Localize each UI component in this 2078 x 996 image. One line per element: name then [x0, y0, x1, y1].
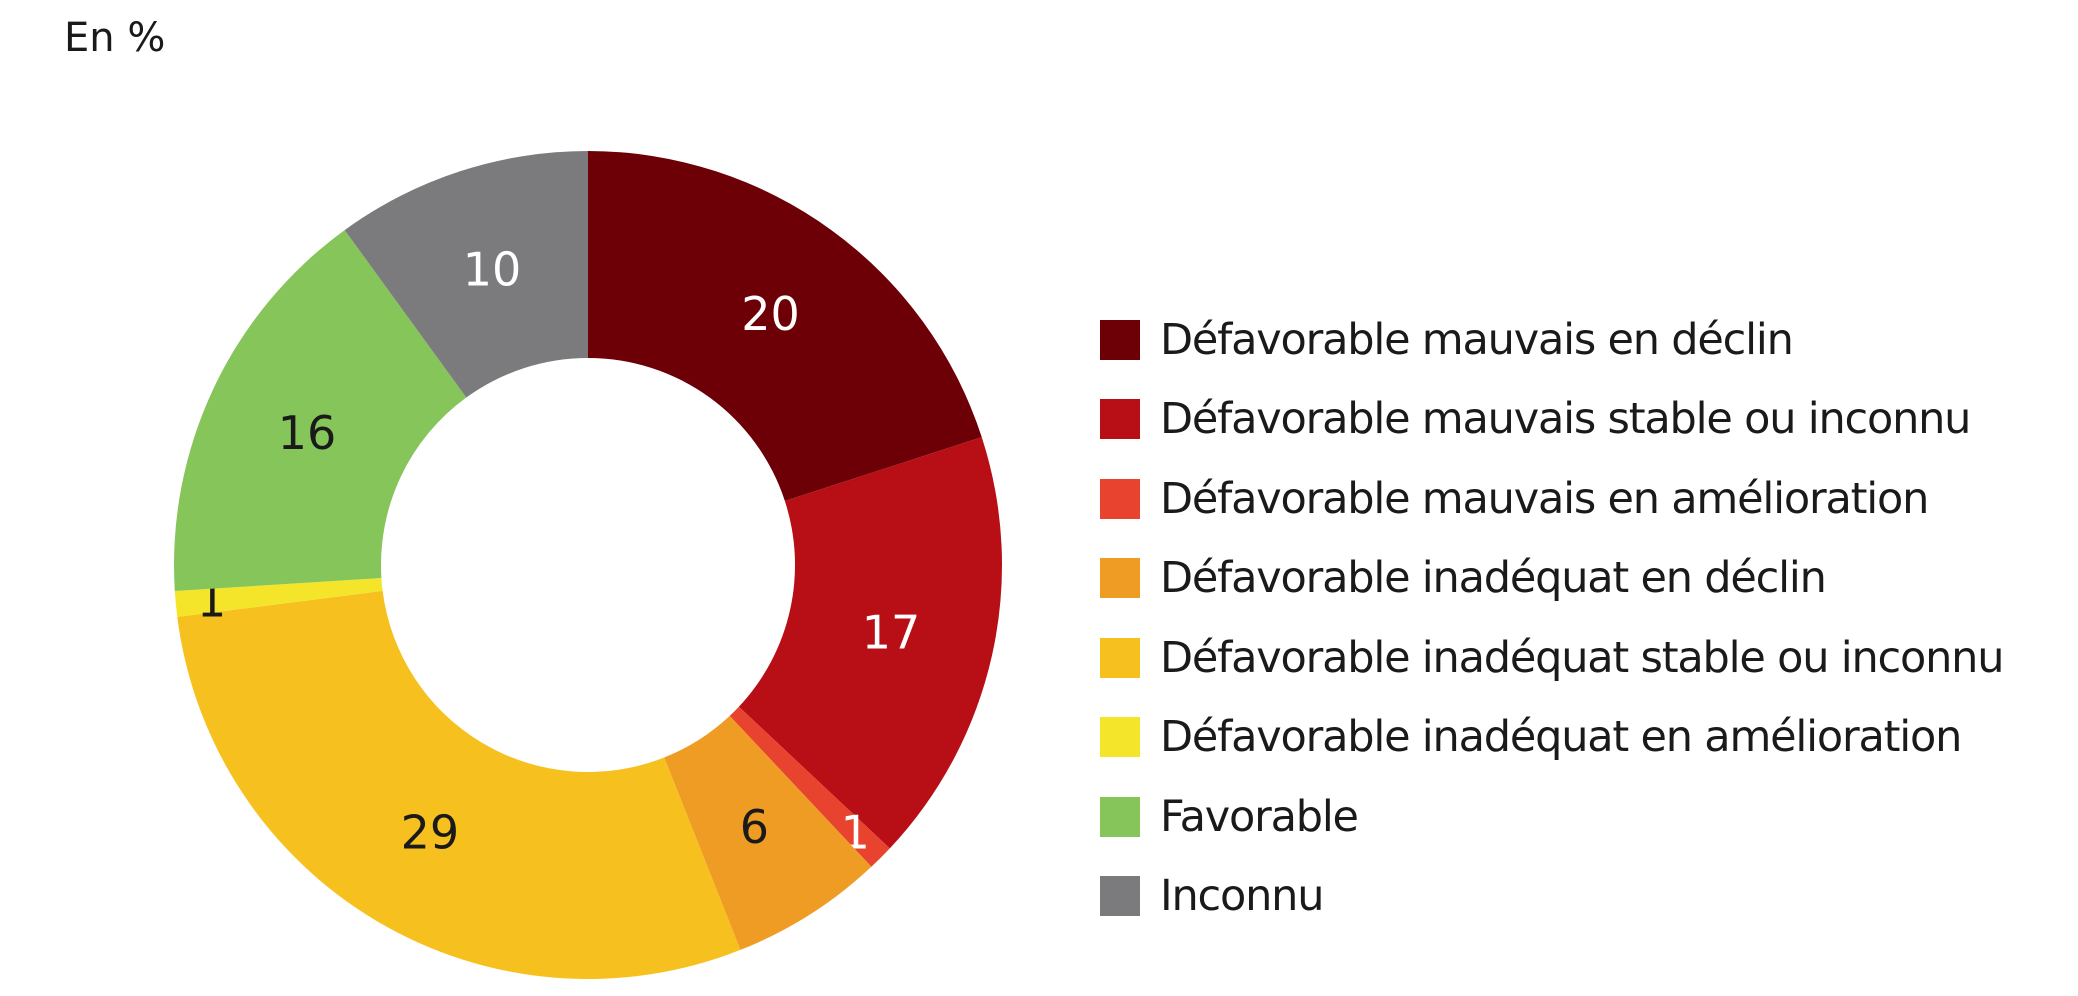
donut-slice	[344, 151, 588, 398]
legend-item: Défavorable inadéquat en déclin	[1100, 539, 2060, 619]
legend-label: Défavorable mauvais en déclin	[1160, 314, 1794, 365]
slice-value-label: 10	[463, 243, 522, 297]
donut-slice	[729, 706, 890, 867]
donut-slice	[174, 230, 467, 591]
chart-legend: Défavorable mauvais en déclin Défavorable…	[1100, 300, 2060, 936]
unit-label: En %	[64, 15, 166, 61]
legend-label: Favorable	[1160, 791, 1359, 842]
legend-item: Inconnu	[1100, 857, 2060, 937]
slice-value-label: 6	[740, 800, 769, 854]
legend-label: Défavorable inadéquat stable ou inconnu	[1160, 632, 2004, 683]
legend-label: Inconnu	[1160, 871, 1324, 922]
legend-swatch	[1100, 876, 1140, 917]
legend-label: Défavorable mauvais stable ou inconnu	[1160, 394, 1971, 445]
legend-swatch	[1100, 319, 1140, 360]
legend-swatch	[1100, 399, 1140, 440]
legend-label: Défavorable inadéquat en déclin	[1160, 553, 1827, 604]
legend-item: Défavorable mauvais en amélioration	[1100, 459, 2060, 539]
legend-item: Défavorable mauvais stable ou inconnu	[1100, 380, 2060, 460]
donut-slice	[174, 577, 383, 617]
legend-item: Défavorable inadéquat stable ou inconnu	[1100, 618, 2060, 698]
legend-item: Favorable	[1100, 777, 2060, 857]
legend-item: Défavorable inadéquat en amélioration	[1100, 698, 2060, 778]
legend-swatch	[1100, 717, 1140, 758]
legend-item: Défavorable mauvais en déclin	[1100, 300, 2060, 380]
slice-value-label: 17	[862, 606, 921, 660]
legend-label: Défavorable inadéquat en amélioration	[1160, 712, 1962, 763]
legend-swatch	[1100, 478, 1140, 519]
slice-value-label: 29	[401, 805, 460, 859]
slice-value-label: 16	[278, 406, 337, 460]
slice-value-label: 20	[741, 287, 800, 341]
legend-swatch	[1100, 796, 1140, 837]
donut-slice	[664, 715, 872, 950]
donut-slice	[738, 437, 1003, 849]
donut-slice	[588, 151, 982, 502]
legend-label: Défavorable mauvais en amélioration	[1160, 473, 1929, 524]
legend-swatch	[1100, 558, 1140, 599]
legend-swatch	[1100, 637, 1140, 678]
donut-slice	[177, 590, 741, 980]
